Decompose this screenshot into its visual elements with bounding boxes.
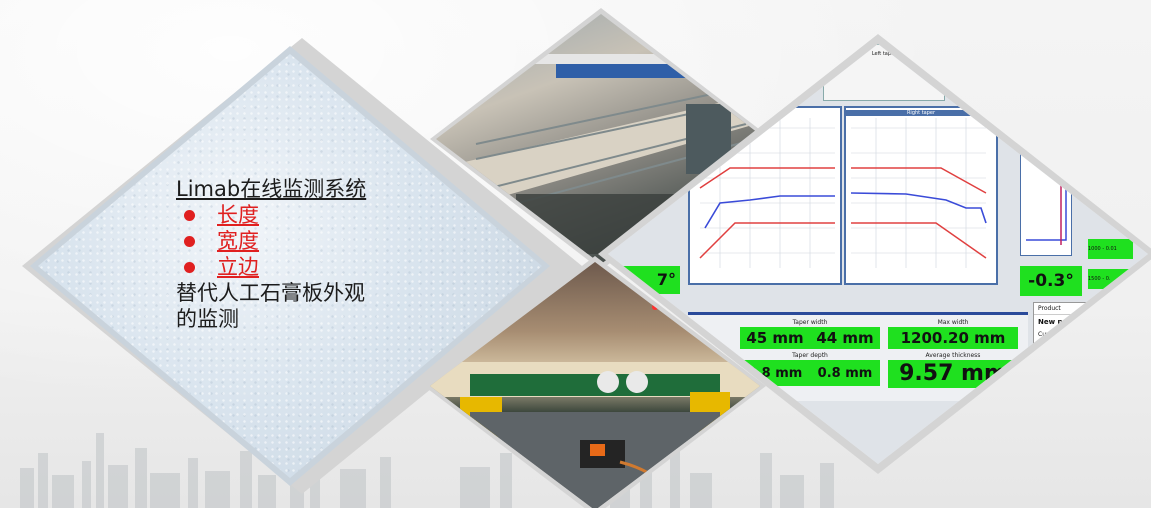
top-chart-label: Left taper — [871, 51, 897, 57]
taper-depth-label: Taper depth — [792, 352, 828, 359]
red-bullet-icon — [184, 209, 195, 221]
side-value-1: 1000 - 0.01 — [1088, 239, 1133, 259]
taper-width-tile: 45 mm 44 mm — [740, 327, 880, 349]
red-bullet-icon — [184, 261, 195, 273]
avg-thickness-label: Average thickness — [925, 352, 981, 359]
taper-width-label: Taper width — [792, 319, 828, 326]
side-graph — [1026, 155, 1067, 245]
description-line-2: 的监测 — [176, 307, 239, 331]
right-taper-label: Right taper — [846, 110, 996, 116]
system-title: Limab在线监测系统 — [176, 177, 367, 201]
red-bullet-icon — [184, 235, 195, 247]
feature-list: Limab在线监测系统 长度 宽度 立边 替代人工石膏板外观 的监测 — [176, 176, 366, 332]
bullet-item-width: 宽度 — [176, 228, 366, 254]
taper-width-right-value: 44 mm — [816, 329, 874, 347]
taper-width-left-value: 45 mm — [746, 329, 804, 347]
taper-depth-tile: 0.8 mm 0.8 mm — [740, 360, 880, 386]
bullet-item-edge: 立边 — [176, 254, 366, 280]
description-line-1: 替代人工石膏板外观 — [176, 281, 365, 305]
taper-depth-right-value: 0.8 mm — [817, 365, 873, 381]
max-width-label: Max width — [937, 319, 969, 326]
right-taper-chart: Right taper — [844, 106, 998, 285]
right-angle-value: -0.3° — [1020, 266, 1082, 296]
bullet-item-length: 长度 — [176, 202, 366, 228]
side-chart — [1020, 144, 1072, 256]
right-taper-graph — [850, 118, 987, 268]
current-product-label: Curr — [1038, 331, 1051, 338]
city-skyline-background — [20, 433, 834, 508]
product-box: Product New product Curr — [1033, 302, 1115, 364]
max-width-value: 1200.20 mm — [888, 327, 1018, 349]
